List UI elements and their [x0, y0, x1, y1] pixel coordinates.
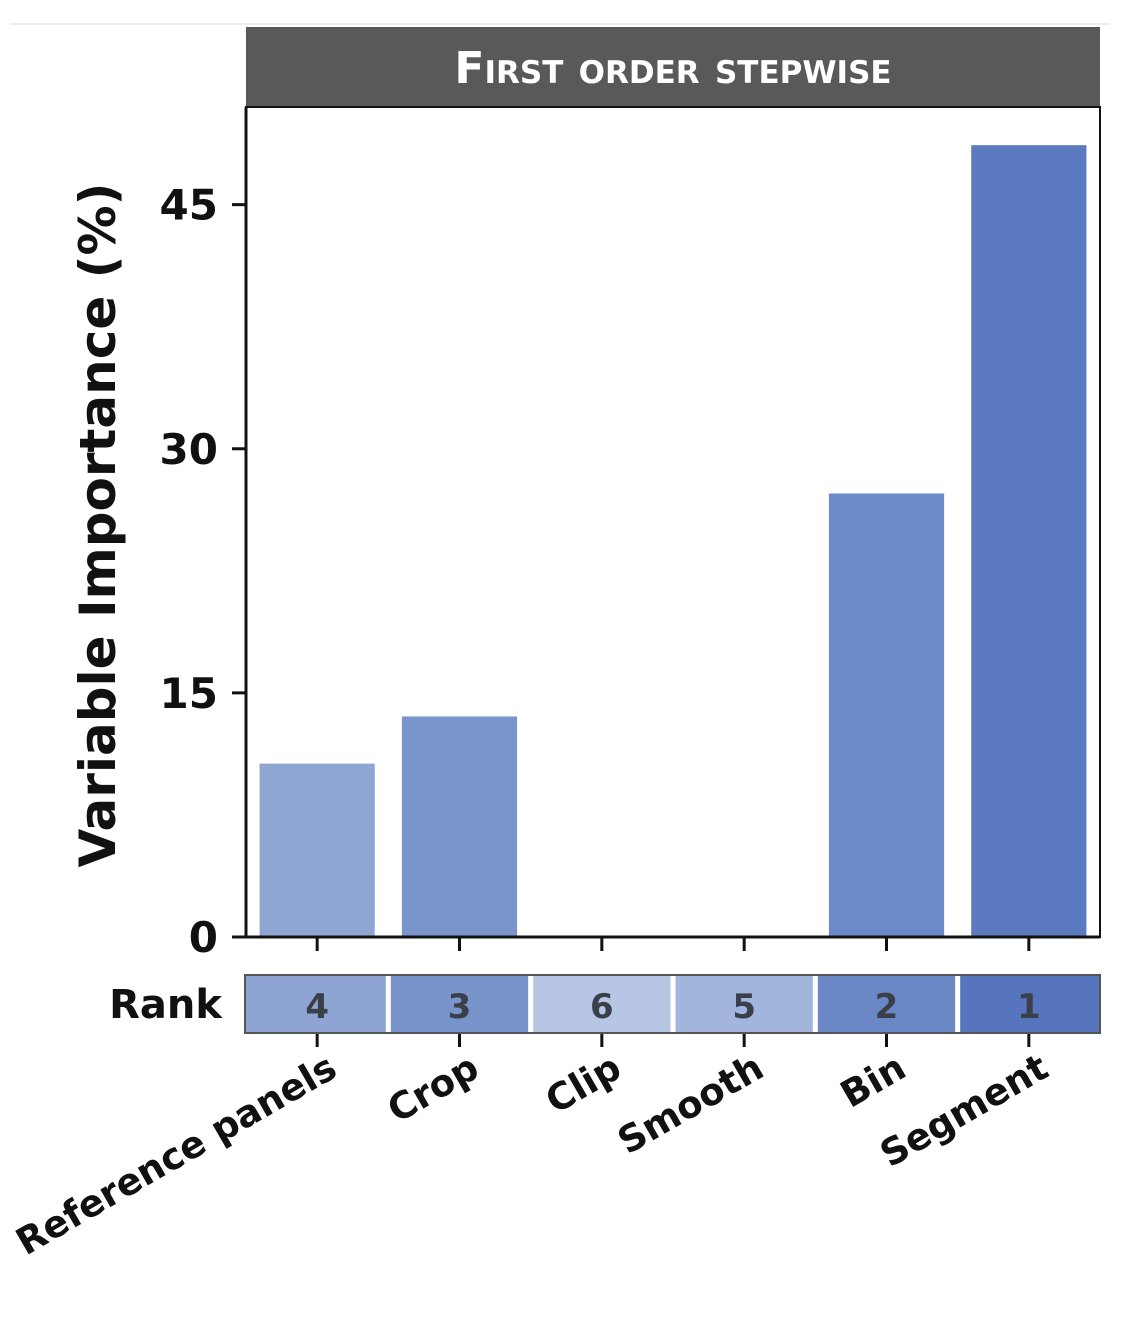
chart-title: First order stepwise [454, 43, 891, 94]
rank-value: 5 [732, 987, 756, 1027]
bars [258, 143, 1088, 938]
rank-cell [390, 975, 529, 1033]
rank-cell [246, 975, 386, 1033]
bar-reference-panels [258, 762, 377, 938]
title-bar [246, 27, 1100, 107]
bar-crop [400, 714, 519, 938]
y-tick-label: 0 [189, 913, 218, 962]
rank-value: 2 [875, 987, 899, 1027]
y-tick-label: 30 [160, 425, 218, 474]
rank-cell [533, 975, 671, 1033]
y-tick-label: 45 [160, 181, 218, 230]
y-axis-label: Variable Importance (%) [69, 183, 127, 868]
rank-value: 3 [448, 987, 472, 1027]
rank-strip: 4 3 6 5 2 1 [246, 975, 1100, 1033]
rank-cell [960, 975, 1100, 1033]
rank-value: 4 [305, 987, 329, 1027]
y-tick-label: 15 [160, 669, 218, 718]
rank-cell [675, 975, 813, 1033]
rank-value: 6 [590, 987, 614, 1027]
rank-value: 1 [1017, 987, 1041, 1027]
bar-bin [827, 491, 946, 938]
x-axis-ticks [315, 937, 1031, 1047]
bar-segment [969, 143, 1088, 938]
rank-cell [817, 975, 956, 1033]
y-axis-ticks: 0 15 30 45 [160, 181, 246, 962]
rank-label: Rank [109, 982, 223, 1028]
rank-strip-frame [244, 974, 1101, 1034]
